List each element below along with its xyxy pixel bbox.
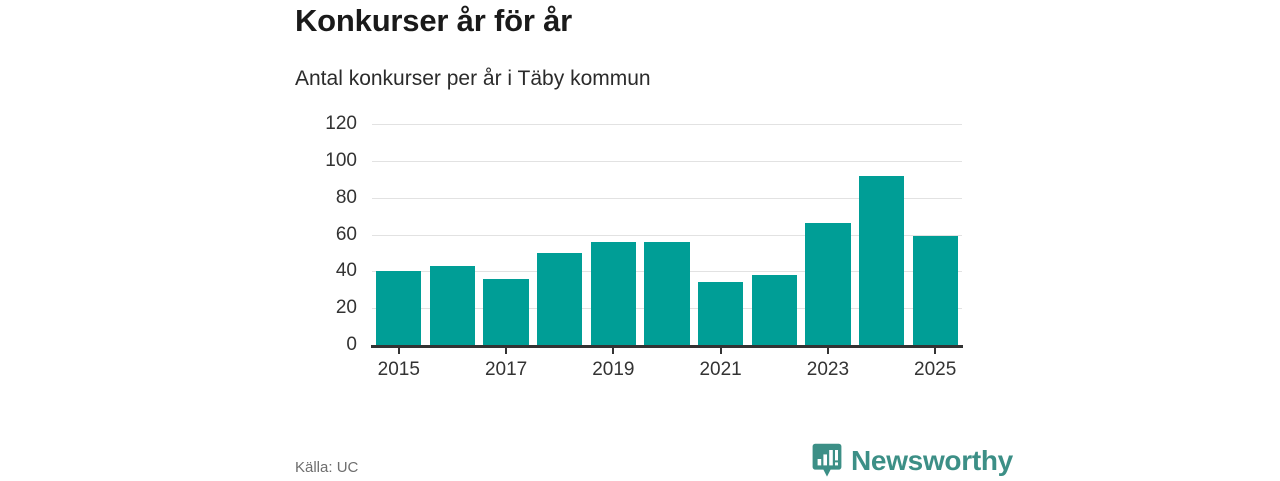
gridline [372, 124, 962, 125]
gridline [372, 197, 962, 199]
bar-2018[interactable] [537, 252, 583, 345]
x-axis-tick-label: 2015 [377, 359, 420, 380]
gridline [372, 234, 962, 236]
bar-2016[interactable] [429, 265, 476, 345]
bar-series [372, 124, 962, 345]
page-subtitle: Antal konkurser per år i Täby kommun [295, 67, 651, 90]
bar-2017[interactable] [483, 278, 529, 345]
bar-2015[interactable] [376, 271, 422, 345]
x-axis-tick [612, 345, 615, 354]
y-axis-tick-label: 0 [346, 334, 357, 355]
source-note: Källa: UC [295, 459, 359, 476]
y-axis-tick-label: 40 [335, 260, 357, 282]
x-axis-tick-label: 2017 [484, 359, 528, 380]
newsworthy-logo[interactable]: Newsworthy [812, 441, 1013, 481]
newsworthy-bubble-chart-icon [812, 443, 842, 477]
x-axis-tick [397, 345, 400, 354]
y-axis-tick-label: 20 [335, 297, 357, 319]
page-title: Konkurser år för år [295, 3, 573, 38]
x-axis-tick [719, 345, 722, 354]
y-axis-tick-label: 100 [325, 149, 357, 171]
bar-2019[interactable] [590, 241, 636, 345]
x-axis-tick [934, 345, 937, 354]
bar-2023[interactable] [805, 223, 851, 345]
x-axis-tick [826, 345, 829, 354]
y-axis-tick-label: 120 [325, 113, 357, 134]
x-axis-line [371, 345, 963, 348]
gridline [372, 160, 962, 162]
x-axis-tick-label: 2023 [806, 359, 850, 380]
y-axis-tick-label: 60 [335, 223, 357, 245]
bar-2025[interactable] [912, 236, 958, 345]
bar-chart: 0 20 40 60 80 100 120 2015 2017 2019 2021 2023 2025 [295, 110, 985, 400]
bar-2024[interactable] [858, 175, 905, 345]
y-axis-tick-label: 80 [335, 186, 357, 208]
bar-2022[interactable] [751, 275, 797, 345]
x-axis-tick-label: 2019 [592, 359, 635, 380]
x-axis-tick-label: 2025 [914, 359, 957, 380]
bar-2021[interactable] [697, 282, 744, 345]
x-axis-tick-label: 2021 [699, 359, 742, 380]
bar-2020[interactable] [644, 241, 690, 345]
plot-area: 0 20 40 60 80 100 120 2015 2017 2019 2021 2023 2025 [325, 113, 963, 380]
x-axis-tick [505, 345, 508, 354]
brand-name: Newsworthy [851, 445, 1013, 476]
